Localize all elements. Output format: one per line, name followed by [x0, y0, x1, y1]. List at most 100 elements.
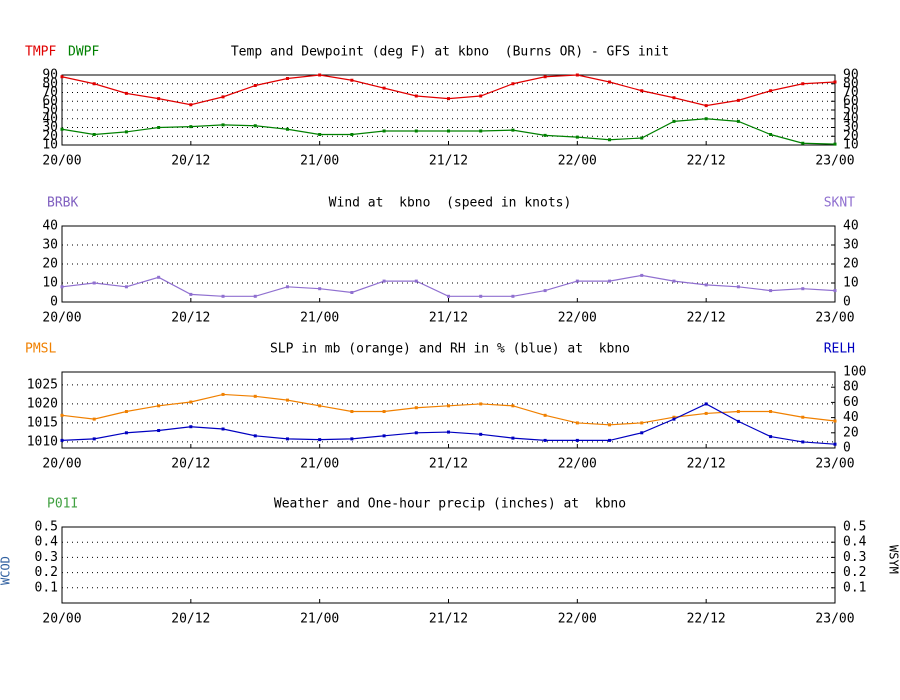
data-point [157, 275, 161, 279]
data-point [543, 75, 547, 79]
x-tick-label: 21/12 [429, 612, 468, 627]
data-point [543, 133, 547, 137]
data-point [157, 126, 161, 129]
data-point [640, 431, 644, 435]
y2-tick-label: 100 [843, 365, 866, 380]
data-point [157, 97, 161, 101]
data-point [253, 84, 257, 87]
y-tick-label: 70 [42, 85, 58, 100]
data-point [736, 119, 740, 123]
x-tick-label: 22/00 [558, 311, 597, 326]
data-point [189, 103, 193, 107]
axis-label: WSYM [887, 545, 900, 574]
y2-tick-label: 30 [843, 120, 859, 135]
data-point [447, 430, 450, 434]
data-point [479, 432, 483, 436]
data-point [414, 94, 418, 98]
x-tick-label: 21/00 [300, 457, 339, 472]
y2-tick-label: 0.5 [843, 520, 866, 535]
y2-tick-label: 0.1 [843, 580, 866, 595]
series-line [61, 403, 836, 445]
x-tick-label: 22/00 [558, 154, 597, 169]
data-point [382, 410, 386, 414]
y2-tick-label: 20 [843, 257, 859, 272]
data-point [92, 437, 96, 441]
data-point [447, 404, 450, 408]
data-point [60, 438, 64, 442]
legend-label: RELH [824, 342, 855, 357]
panel-title: Temp and Dewpoint (deg F) at kbno (Burns… [231, 45, 669, 60]
data-point [575, 438, 579, 442]
x-tick-label: 22/00 [558, 457, 597, 472]
data-point [575, 135, 579, 139]
series-line [61, 274, 836, 297]
x-tick-label: 22/00 [558, 612, 597, 627]
data-point [221, 123, 225, 127]
y2-tick-label: 80 [843, 380, 859, 395]
series-line [61, 393, 836, 426]
data-point [60, 413, 64, 417]
data-point [253, 294, 257, 298]
data-point [608, 138, 612, 142]
y-tick-label: 1010 [27, 434, 58, 449]
plot-frame [61, 371, 836, 449]
data-point [543, 413, 547, 417]
data-point [575, 73, 579, 77]
legend-label: PMSL [25, 342, 56, 357]
data-point [447, 97, 450, 101]
y-tick-label: 40 [42, 219, 58, 234]
data-point [801, 287, 805, 291]
data-point [511, 436, 515, 440]
y2-tick-label: 80 [843, 76, 859, 91]
x-tick-label: 21/12 [429, 457, 468, 472]
data-point [672, 119, 676, 123]
legend-label: DWPF [68, 45, 99, 60]
data-point [640, 89, 644, 93]
data-point [833, 80, 837, 84]
data-point [575, 279, 579, 283]
data-point [543, 438, 547, 442]
x-tick-label: 21/00 [300, 154, 339, 169]
x-tick-label: 21/12 [429, 311, 468, 326]
data-point [253, 124, 257, 128]
data-point [318, 287, 322, 291]
data-point [769, 410, 773, 414]
data-point [479, 129, 483, 133]
y2-tick-label: 0 [843, 295, 851, 310]
legend-label: TMPF [25, 45, 56, 60]
x-tick-label: 22/12 [687, 612, 726, 627]
axis-label: P01I [47, 497, 78, 512]
data-point [769, 435, 773, 439]
y2-tick-label: 40 [843, 111, 859, 126]
data-point [833, 289, 837, 293]
data-point [833, 419, 837, 423]
data-point [511, 128, 515, 132]
data-point [60, 127, 64, 131]
data-point [608, 438, 612, 442]
axis-label: WCOD [0, 556, 13, 585]
plot-frame [61, 74, 836, 146]
data-point [60, 75, 64, 79]
data-point [124, 130, 128, 134]
panel-title: Wind at kbno (speed in knots) [329, 196, 572, 211]
data-point [511, 82, 515, 86]
data-point [350, 291, 354, 294]
data-point [285, 398, 289, 402]
y-tick-label: 0 [50, 295, 58, 310]
data-point [414, 431, 418, 435]
data-point [833, 442, 837, 446]
y-tick-label: 30 [42, 238, 58, 253]
x-tick-label: 22/12 [687, 457, 726, 472]
x-tick-label: 21/12 [429, 154, 468, 169]
y2-tick-label: 10 [843, 138, 859, 153]
data-point [736, 419, 740, 423]
y-tick-label: 20 [42, 129, 58, 144]
data-point [414, 129, 418, 133]
data-point [479, 294, 483, 298]
data-point [221, 95, 225, 99]
data-point [318, 73, 322, 77]
panel-title: SLP in mb (orange) and RH in % (blue) at… [270, 342, 630, 357]
y-tick-label: 60 [42, 94, 58, 109]
x-tick-label: 20/00 [42, 457, 81, 472]
